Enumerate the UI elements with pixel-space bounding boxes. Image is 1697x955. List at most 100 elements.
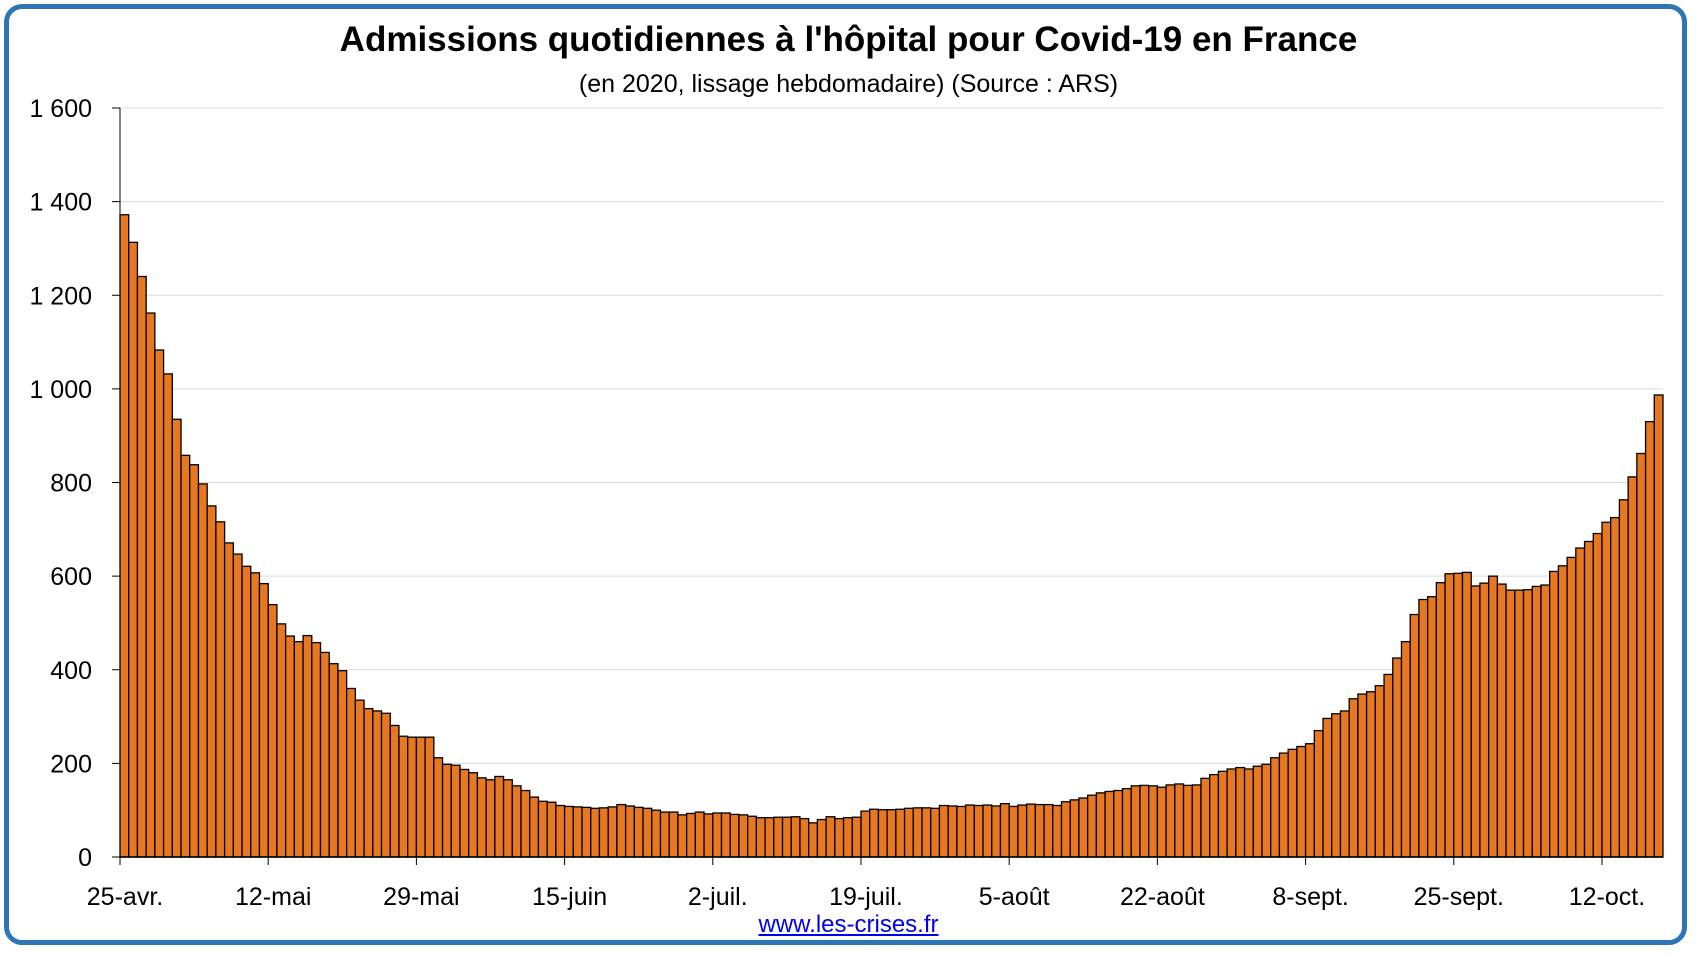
y-tick-label: 200 bbox=[50, 750, 92, 778]
bar bbox=[180, 454, 191, 858]
bar bbox=[232, 553, 243, 858]
bar bbox=[1566, 556, 1577, 858]
bar bbox=[1374, 685, 1385, 858]
bar bbox=[250, 572, 261, 858]
bar bbox=[407, 736, 418, 858]
bar bbox=[563, 805, 574, 858]
bar bbox=[1191, 784, 1202, 858]
bar bbox=[1304, 743, 1315, 858]
bar bbox=[1104, 790, 1115, 858]
bar bbox=[1400, 641, 1411, 858]
bar bbox=[1514, 589, 1525, 858]
bar bbox=[328, 663, 339, 858]
bar bbox=[738, 814, 749, 858]
bar bbox=[520, 789, 531, 858]
bar bbox=[720, 812, 731, 858]
bar bbox=[1217, 770, 1228, 858]
x-tick-label: 25-avr. bbox=[87, 883, 163, 911]
y-tick-label: 1 200 bbox=[29, 282, 92, 310]
bar bbox=[712, 812, 723, 858]
bar bbox=[1261, 763, 1272, 858]
bar bbox=[1418, 598, 1429, 858]
bar bbox=[851, 816, 862, 858]
y-tick-label: 1 000 bbox=[29, 376, 92, 404]
bar bbox=[1078, 797, 1089, 858]
source-link[interactable]: www.les-crises.fr bbox=[758, 911, 939, 938]
bar bbox=[1060, 801, 1071, 858]
bar bbox=[1069, 799, 1080, 858]
bar bbox=[468, 772, 479, 858]
bar bbox=[189, 464, 200, 858]
bars bbox=[119, 214, 1664, 858]
bar bbox=[860, 810, 871, 858]
bar bbox=[607, 806, 618, 858]
x-axis-labels: 25-avr. 12-mai 29-mai 15-juin 2-juil. 19-juil… bbox=[87, 883, 1645, 911]
bar bbox=[947, 805, 958, 858]
bar bbox=[982, 804, 993, 858]
bar bbox=[1479, 582, 1490, 858]
bar bbox=[197, 483, 208, 858]
bar bbox=[1252, 765, 1263, 858]
bar bbox=[668, 811, 679, 858]
bar bbox=[1043, 803, 1054, 858]
bar bbox=[1174, 783, 1185, 858]
bar bbox=[834, 817, 845, 858]
bar bbox=[346, 687, 357, 858]
bar bbox=[1618, 499, 1629, 858]
bar bbox=[677, 814, 688, 858]
bar bbox=[1557, 565, 1568, 858]
bar bbox=[1148, 785, 1159, 858]
x-tick-label: 19-juil. bbox=[829, 883, 903, 911]
bar bbox=[1435, 582, 1446, 858]
axes bbox=[112, 107, 1663, 865]
bar bbox=[293, 641, 304, 858]
bar bbox=[1209, 773, 1220, 858]
bar bbox=[441, 763, 452, 858]
bar bbox=[215, 521, 226, 858]
bar bbox=[895, 808, 906, 858]
bar bbox=[930, 807, 941, 858]
bar bbox=[1496, 583, 1507, 858]
bar bbox=[1322, 717, 1333, 858]
bar bbox=[790, 816, 801, 858]
bar bbox=[1331, 713, 1342, 858]
bar bbox=[598, 807, 609, 858]
bar bbox=[354, 699, 365, 858]
bar bbox=[921, 807, 932, 858]
bar bbox=[799, 817, 810, 858]
bar bbox=[1357, 693, 1368, 858]
bar bbox=[319, 651, 330, 858]
bar bbox=[1052, 804, 1063, 858]
bar bbox=[1165, 784, 1176, 858]
bar bbox=[546, 801, 557, 858]
bar bbox=[1339, 710, 1350, 858]
y-tick-label: 1 600 bbox=[29, 95, 92, 123]
bar bbox=[1226, 768, 1237, 858]
bar bbox=[284, 635, 296, 858]
bar bbox=[267, 604, 278, 858]
bar bbox=[877, 809, 888, 858]
bar bbox=[1113, 789, 1124, 858]
bar bbox=[537, 800, 548, 858]
y-tick-label: 600 bbox=[50, 563, 92, 591]
bar bbox=[685, 812, 697, 858]
bar bbox=[372, 710, 383, 858]
bar bbox=[581, 806, 592, 858]
bar bbox=[1644, 420, 1655, 858]
bar bbox=[223, 542, 234, 858]
bar bbox=[119, 214, 130, 858]
bar bbox=[651, 809, 662, 858]
bar bbox=[206, 505, 217, 858]
bar bbox=[1034, 803, 1045, 858]
bar bbox=[1095, 792, 1106, 858]
x-tick-label: 12-oct. bbox=[1569, 883, 1645, 911]
bar bbox=[302, 634, 313, 858]
bar bbox=[1313, 729, 1324, 858]
bar bbox=[494, 775, 505, 858]
bar bbox=[773, 816, 784, 858]
bar bbox=[311, 641, 322, 858]
bar bbox=[999, 802, 1010, 858]
bar bbox=[633, 806, 644, 858]
bar bbox=[1461, 571, 1472, 858]
